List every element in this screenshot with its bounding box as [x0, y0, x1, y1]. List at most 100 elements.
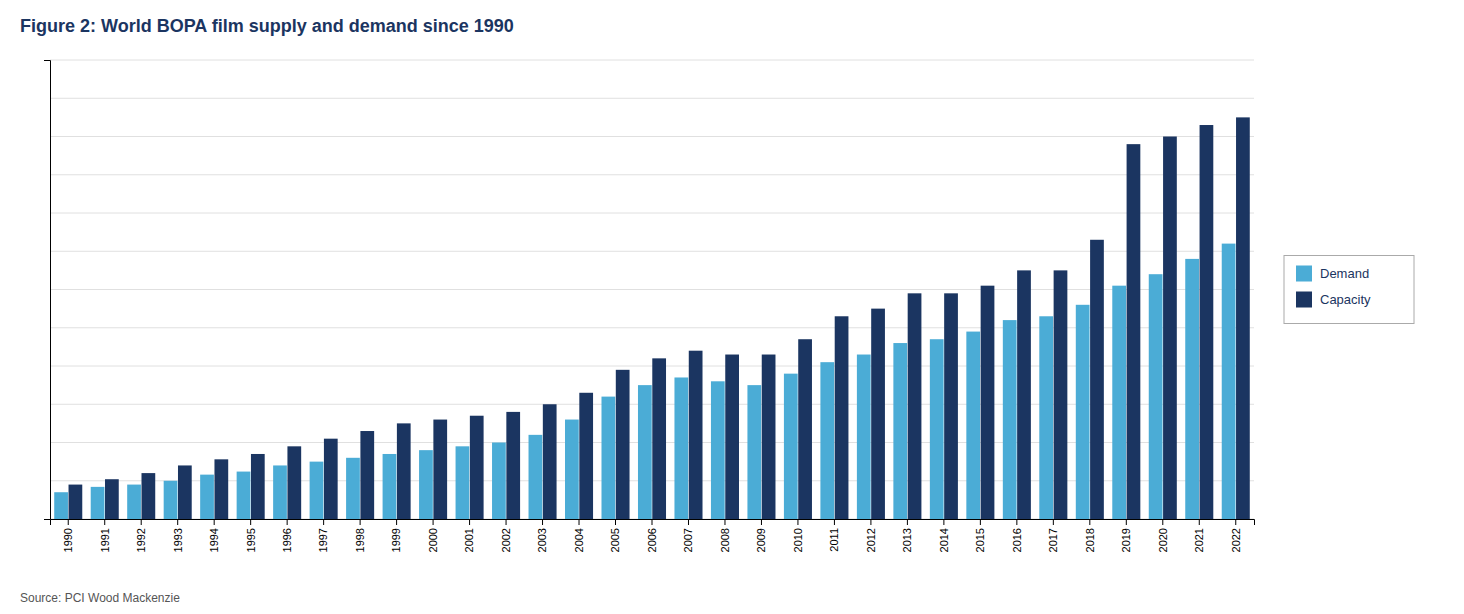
bar: [762, 355, 776, 519]
x-tick-label: 2015: [974, 528, 986, 552]
legend-label: Demand: [1320, 266, 1369, 281]
legend: DemandCapacity: [1284, 256, 1414, 324]
x-tick-label: 2011: [828, 528, 840, 552]
bar: [966, 332, 980, 519]
x-tick: 1998: [354, 519, 366, 552]
x-tick: 1997: [317, 519, 329, 552]
x-axis: 1990199119921993199419951996199719981999…: [51, 519, 1255, 552]
grid-line: [50, 480, 1254, 481]
bar: [1149, 274, 1163, 519]
x-tick: 1991: [99, 519, 111, 552]
x-tick-label: 2008: [719, 528, 731, 552]
bar: [747, 385, 761, 519]
x-tick: 2012: [865, 519, 877, 552]
x-tick-mark: [688, 519, 689, 525]
x-tick-label: 2006: [646, 528, 658, 552]
x-tick-label: 1998: [354, 528, 366, 552]
x-tick-label: 2007: [682, 528, 694, 552]
bar: [383, 454, 397, 519]
x-tick-mark: [214, 519, 215, 525]
bar: [251, 454, 265, 519]
bar: [324, 439, 338, 519]
x-tick: 2014: [938, 519, 950, 552]
grid-line: [50, 327, 1254, 328]
series: [69, 117, 1250, 519]
x-axis-line: [51, 520, 1255, 526]
x-tick: 2013: [901, 519, 913, 552]
y-axis: [44, 61, 51, 520]
x-tick-label: 2012: [865, 528, 877, 552]
x-tick-label: 2014: [938, 528, 950, 552]
x-tick-mark: [506, 519, 507, 525]
x-tick: 2020: [1157, 519, 1169, 552]
grid-line: [50, 60, 1254, 61]
bar: [529, 435, 543, 519]
x-tick: 1993: [172, 519, 184, 552]
x-tick-label: 2010: [792, 528, 804, 552]
x-tick-mark: [1199, 519, 1200, 525]
x-tick: 2019: [1120, 519, 1132, 552]
grid-line: [50, 366, 1254, 367]
bar: [310, 462, 324, 519]
bar: [433, 420, 447, 519]
bar: [725, 355, 739, 519]
x-tick: 2001: [463, 519, 475, 552]
x-tick: 2021: [1193, 519, 1205, 552]
bar: [1039, 316, 1053, 519]
bar: [360, 431, 374, 519]
bar: [798, 339, 812, 519]
x-tick-mark: [943, 519, 944, 525]
grid-line: [50, 98, 1254, 99]
bar: [237, 472, 251, 519]
bar: [820, 362, 834, 519]
bar: [638, 385, 652, 519]
x-tick-label: 2018: [1084, 528, 1096, 552]
x-tick: 2008: [719, 519, 731, 552]
x-tick-mark: [980, 519, 981, 525]
bar: [893, 343, 907, 519]
grid-line: [50, 174, 1254, 175]
x-tick-label: 1992: [135, 528, 147, 552]
bar: [908, 293, 922, 519]
x-tick: 2005: [609, 519, 621, 552]
bar: [127, 485, 141, 519]
bar: [944, 293, 958, 519]
bar: [470, 416, 484, 519]
bar: [871, 309, 885, 519]
bar: [492, 443, 506, 520]
series: [54, 244, 1235, 519]
x-tick-mark: [579, 519, 580, 525]
x-tick-mark: [1016, 519, 1017, 525]
bar: [1185, 259, 1199, 519]
grid-line: [50, 213, 1254, 214]
bar: [711, 381, 725, 519]
x-tick-mark: [907, 519, 908, 525]
x-tick-mark: [68, 519, 69, 525]
legend-swatch: [1296, 266, 1312, 282]
x-tick-mark: [797, 519, 798, 525]
x-tick-mark: [104, 519, 105, 525]
x-tick-mark: [724, 519, 725, 525]
bar: [616, 370, 630, 519]
x-tick: 2018: [1084, 519, 1096, 552]
bar: [287, 446, 301, 519]
bar: [346, 458, 360, 519]
x-tick-mark: [177, 519, 178, 525]
bar: [1017, 270, 1031, 519]
x-tick-mark: [360, 519, 361, 525]
x-tick: 2017: [1047, 519, 1059, 552]
bar: [69, 485, 83, 519]
legend-frame: [1284, 256, 1414, 324]
bar: [674, 377, 688, 519]
x-tick-mark: [287, 519, 288, 525]
x-tick: 1995: [245, 519, 257, 552]
x-tick-label: 2000: [427, 528, 439, 552]
bar: [1054, 270, 1068, 519]
x-tick-mark: [542, 519, 543, 525]
x-tick-label: 2017: [1047, 528, 1059, 552]
x-tick: 2007: [682, 519, 694, 552]
x-tick-mark: [1053, 519, 1054, 525]
bar: [456, 446, 470, 519]
x-tick-mark: [652, 519, 653, 525]
bar: [506, 412, 520, 519]
